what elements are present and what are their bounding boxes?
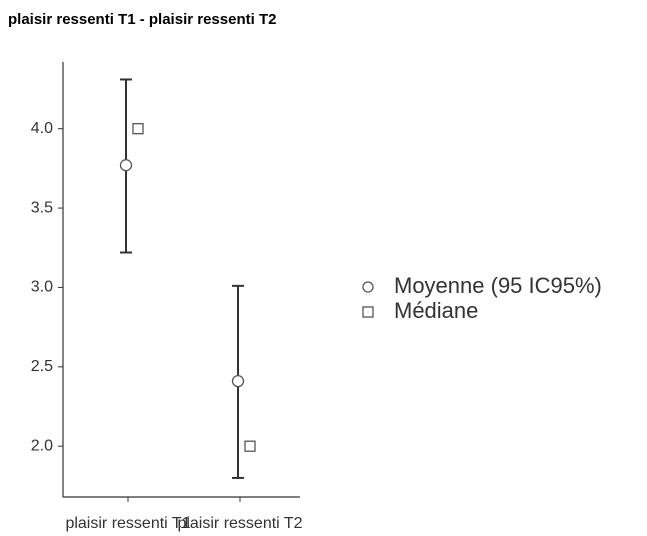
- median-point: [132, 123, 144, 135]
- y-tick-label: 2.5: [31, 358, 53, 375]
- legend-label: Médiane: [394, 298, 478, 323]
- median-point: [244, 440, 256, 452]
- y-tick-label: 3.5: [31, 199, 53, 216]
- y-tick-label: 4.0: [31, 120, 53, 137]
- chart-title: plaisir ressenti T1 - plaisir ressenti T…: [8, 11, 276, 28]
- y-tick-label: 3.0: [31, 279, 53, 296]
- x-tick-label: plaisir ressenti T1: [65, 515, 190, 532]
- mean-point: [119, 159, 133, 172]
- legend-marker: [362, 306, 374, 318]
- legend-label: Moyenne (95 IC95%): [394, 273, 602, 298]
- x-tick-label: plaisir ressenti T2: [177, 515, 302, 532]
- y-tick-label: 2.0: [31, 437, 53, 454]
- mean-point: [231, 374, 245, 388]
- legend-marker: [362, 281, 374, 293]
